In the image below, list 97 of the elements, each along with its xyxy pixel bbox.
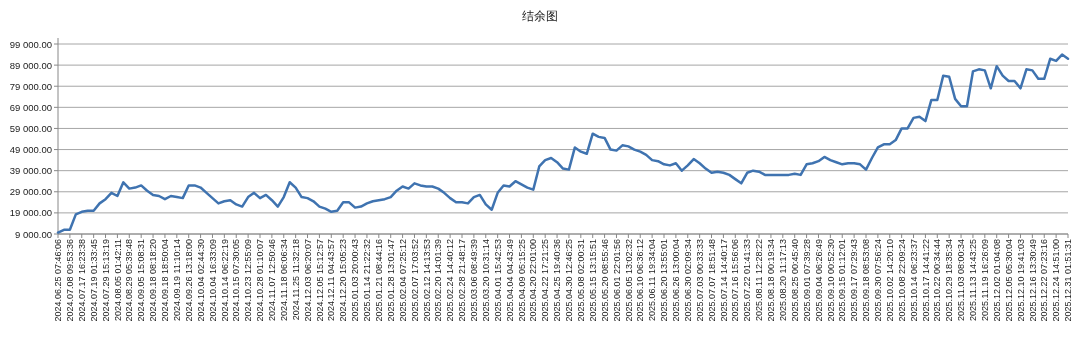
x-tick-label: 2024.10.14 06:22:19 <box>219 239 230 322</box>
x-tick-label: 2024.10.04 02:44:30 <box>195 239 206 322</box>
x-tick-label: 2025.05.08 02:00:31 <box>576 239 587 322</box>
x-tick-label: 2024.09.05 15:08:31 <box>136 239 147 322</box>
x-tick-label: 2025.10.08 22:09:24 <box>896 239 907 322</box>
x-tick-label: 2024.07.17 16:23:38 <box>76 239 87 322</box>
x-tick-label: 2024.06.25 07:46:06 <box>53 239 64 322</box>
x-tick-label: 2024.12.03 06:20:07 <box>302 239 313 322</box>
x-tick-label: 2025.02.20 14:01:39 <box>433 239 444 322</box>
x-tick-label: 2024.11.25 11:32:18 <box>290 239 301 321</box>
x-tick-label: 2025.06.30 02:09:34 <box>682 239 693 322</box>
x-tick-label: 2024.10.28 01:10:07 <box>255 239 266 322</box>
x-tick-label: 2024.10.04 16:33:09 <box>207 239 218 322</box>
x-tick-label: 2025.12.16 13:30:49 <box>1027 239 1038 322</box>
x-tick-label: 2025.10.22 00:34:44 <box>932 239 943 322</box>
x-tick-label: 2025.04.04 04:43:49 <box>504 239 515 322</box>
x-tick-label: 2025.08.20 11:17:13 <box>778 239 789 321</box>
x-tick-label: 2024.09.19 11:10:14 <box>172 239 183 321</box>
x-tick-label: 2025.02.28 21:48:17 <box>457 239 468 322</box>
x-tick-label: 2025.06.20 13:55:01 <box>659 239 670 322</box>
x-tick-label: 2025.01.21 08:44:16 <box>374 239 385 322</box>
x-tick-label: 2024.08.05 01:42:11 <box>112 239 123 321</box>
x-tick-label: 2025.03.20 10:31:14 <box>480 239 491 322</box>
x-tick-label: 2025.06.26 13:00:04 <box>671 239 682 322</box>
x-tick-label: 2025.12.05 05:30:04 <box>1003 239 1014 322</box>
x-tick-label: 2025.02.07 17:03:52 <box>409 239 420 322</box>
x-tick-label: 2025.07.03 00:33:33 <box>694 239 705 322</box>
x-tick-label: 2025.11.19 16:26:09 <box>980 239 991 321</box>
x-tick-label: 2025.12.02 01:04:08 <box>991 239 1002 322</box>
x-tick-label: 2025.09.10 00:52:30 <box>825 239 836 322</box>
x-tick-label: 2025.09.18 08:53:08 <box>861 239 872 322</box>
x-tick-label: 2025.09.15 01:12:01 <box>837 239 848 322</box>
x-tick-label: 2025.02.04 07:25:12 <box>397 239 408 322</box>
y-tick-label: 99 000.00 <box>9 38 52 50</box>
x-tick-label: 2025.07.07 18:51:48 <box>706 239 717 322</box>
x-tick-label: 2025.02.24 14:40:12 <box>445 239 456 322</box>
x-tick-label: 2025.12.22 07:23:16 <box>1039 239 1050 322</box>
x-tick-label: 2025.10.02 14:20:10 <box>884 239 895 322</box>
y-tick-label: 69 000.00 <box>9 101 52 113</box>
y-tick-label: 79 000.00 <box>9 80 52 92</box>
y-tick-label: 9 000.00 <box>15 228 52 240</box>
x-tick-label: 2025.08.25 00:45:40 <box>789 239 800 322</box>
x-tick-label: 2024.10.23 12:55:09 <box>243 239 254 322</box>
x-tick-label: 2024.11.07 12:50:46 <box>267 239 278 321</box>
y-tick-label: 19 000.00 <box>9 207 52 219</box>
x-tick-label: 2025.12.31 01:51:31 <box>1063 239 1074 322</box>
x-tick-label: 2025.09.04 06:26:49 <box>813 239 824 322</box>
y-tick-label: 49 000.00 <box>9 144 52 156</box>
x-tick-label: 2024.12.20 15:05:23 <box>338 239 349 322</box>
x-tick-label: 2025.12.10 19:41:03 <box>1015 239 1026 322</box>
x-tick-label: 2024.07.19 01:33:45 <box>88 239 99 322</box>
x-tick-label: 2025.06.05 13:02:32 <box>623 239 634 322</box>
x-tick-label: 2025.04.09 05:15:25 <box>516 239 527 322</box>
x-tick-label: 2025.01.14 21:22:32 <box>362 239 373 322</box>
x-tick-label: 2024.09.26 13:18:00 <box>183 239 194 322</box>
x-tick-label: 2025.01.28 13:01:47 <box>385 239 396 322</box>
y-tick-label: 29 000.00 <box>9 186 52 198</box>
x-tick-label: 2025.07.22 01:41:33 <box>742 239 753 322</box>
x-tick-label: 2025.10.14 06:23:37 <box>908 239 919 322</box>
x-tick-label: 2025.08.18 00:19:34 <box>766 239 777 322</box>
x-tick-label: 2024.08.29 05:39:48 <box>124 239 135 322</box>
x-tick-label: 2024.12.11 04:43:57 <box>326 239 337 321</box>
x-tick-label: 2025.11.13 14:43:25 <box>968 239 979 321</box>
x-tick-label: 2025.04.01 15:42:53 <box>492 239 503 322</box>
x-tick-label: 2025.01.03 20:00:43 <box>350 239 361 322</box>
x-tick-label: 2024.09.18 18:50:04 <box>160 239 171 322</box>
x-tick-label: 2025.05.15 13:15:51 <box>587 239 598 322</box>
x-tick-label: 2025.06.10 06:36:12 <box>635 239 646 322</box>
x-tick-label: 2024.07.08 09:53:36 <box>65 239 76 322</box>
x-tick-label: 2025.07.16 15:56:06 <box>730 239 741 322</box>
x-tick-label: 2025.07.14 14:40:17 <box>718 239 729 322</box>
y-tick-label: 89 000.00 <box>9 59 52 71</box>
x-tick-label: 2024.11.18 06:06:34 <box>278 239 289 321</box>
x-tick-label: 2025.08.11 12:28:22 <box>754 239 765 321</box>
x-tick-label: 2025.09.01 07:39:28 <box>801 239 812 322</box>
x-tick-label: 2024.12.05 15:12:57 <box>314 239 325 322</box>
x-tick-label: 2025.04.20 22:01:00 <box>528 239 539 322</box>
x-tick-label: 2025.10.29 18:35:34 <box>944 239 955 322</box>
x-tick-label: 2025.04.22 17:21:25 <box>540 239 551 322</box>
x-tick-label: 2025.03.06 08:49:39 <box>469 239 480 322</box>
x-tick-label: 2025.04.30 12:46:25 <box>564 239 575 322</box>
x-tick-label: 2025.09.17 07:29:43 <box>849 239 860 322</box>
x-tick-label: 2025.10.17 14:41:22 <box>920 239 931 322</box>
x-tick-label: 2025.06.01 22:01:56 <box>611 239 622 322</box>
x-tick-label: 2025.04.25 19:40:36 <box>552 239 563 322</box>
x-tick-label: 2025.11.03 08:00:34 <box>956 239 967 321</box>
x-tick-label: 2025.12.24 14:51:00 <box>1051 239 1062 322</box>
x-tick-label: 2025.05.20 08:55:46 <box>599 239 610 322</box>
x-tick-label: 2025.09.30 07:56:24 <box>873 239 884 322</box>
y-tick-label: 39 000.00 <box>9 165 52 177</box>
y-tick-label: 59 000.00 <box>9 122 52 134</box>
x-tick-label: 2024.10.15 07:30:05 <box>231 239 242 322</box>
x-tick-label: 2025.06.11 19:34:04 <box>647 239 658 321</box>
chart-title: 结余图 <box>522 9 558 23</box>
x-tick-label: 2024.07.29 15:13:19 <box>100 239 111 322</box>
x-tick-label: 2024.09.18 08:18:20 <box>148 239 159 322</box>
x-tick-label: 2025.02.12 14:13:53 <box>421 239 432 322</box>
